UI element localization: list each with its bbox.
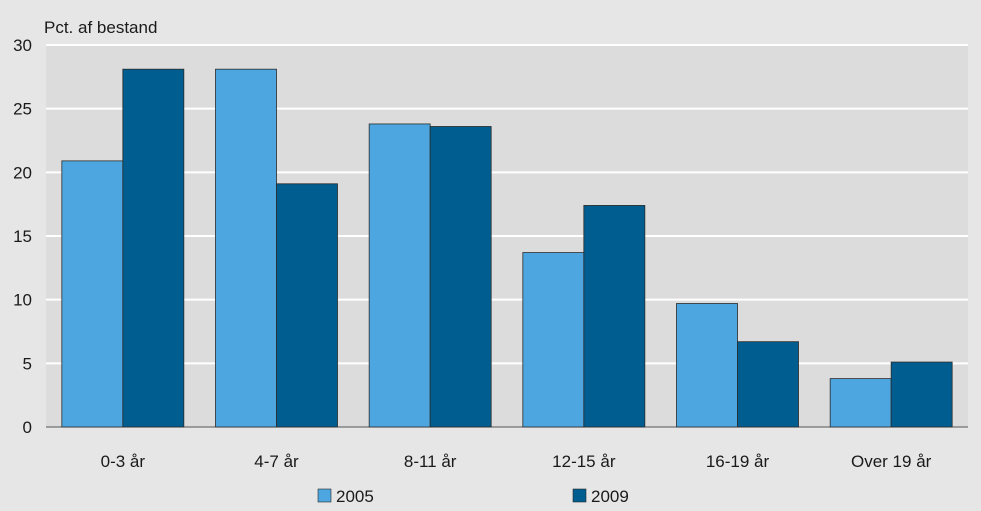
y-tick-label: 25 xyxy=(13,100,32,119)
legend-swatch-2005 xyxy=(317,488,332,503)
x-tick-label: 8-11 år xyxy=(404,452,457,471)
bar-2005-3 xyxy=(522,252,585,428)
x-tick-label: 0-3 år xyxy=(101,452,146,471)
bar-2005-2 xyxy=(368,123,431,428)
y-tick-label: 5 xyxy=(23,354,32,373)
legend-swatch-2009 xyxy=(572,488,587,503)
bar-2009-4 xyxy=(737,341,799,428)
y-axis-ticks: 0 5 10 15 20 25 30 xyxy=(13,36,32,437)
bar-2009-5 xyxy=(890,361,953,428)
y-tick-label: 15 xyxy=(13,227,32,246)
bar-2009-0 xyxy=(122,68,185,428)
bar-2005-5 xyxy=(829,378,892,428)
x-tick-label: 12-15 år xyxy=(552,452,616,471)
y-tick-label: 20 xyxy=(13,163,32,182)
legend: 2005 2009 xyxy=(317,487,629,506)
legend-label-2009: 2009 xyxy=(591,487,629,506)
x-axis-ticks: 0-3 år 4-7 år 8-11 år 12-15 år 16-19 år Over … xyxy=(101,452,932,471)
bar-2009-3 xyxy=(583,205,646,428)
y-tick-label: 0 xyxy=(23,418,32,437)
bar-2005-4 xyxy=(676,303,738,428)
x-tick-label: Over 19 år xyxy=(851,452,932,471)
bars xyxy=(61,68,953,428)
y-tick-label: 30 xyxy=(13,36,32,55)
gridlines xyxy=(46,44,968,428)
bar-2005-1 xyxy=(215,68,277,428)
y-axis-label: Pct. af bestand xyxy=(44,18,157,37)
y-tick-label: 10 xyxy=(13,291,32,310)
bar-2005-0 xyxy=(61,160,124,428)
bar-2009-1 xyxy=(276,183,338,428)
bar-2009-2 xyxy=(429,126,492,428)
legend-label-2005: 2005 xyxy=(336,487,374,506)
x-tick-label: 4-7 år xyxy=(254,452,299,471)
x-tick-label: 16-19 år xyxy=(706,452,770,471)
